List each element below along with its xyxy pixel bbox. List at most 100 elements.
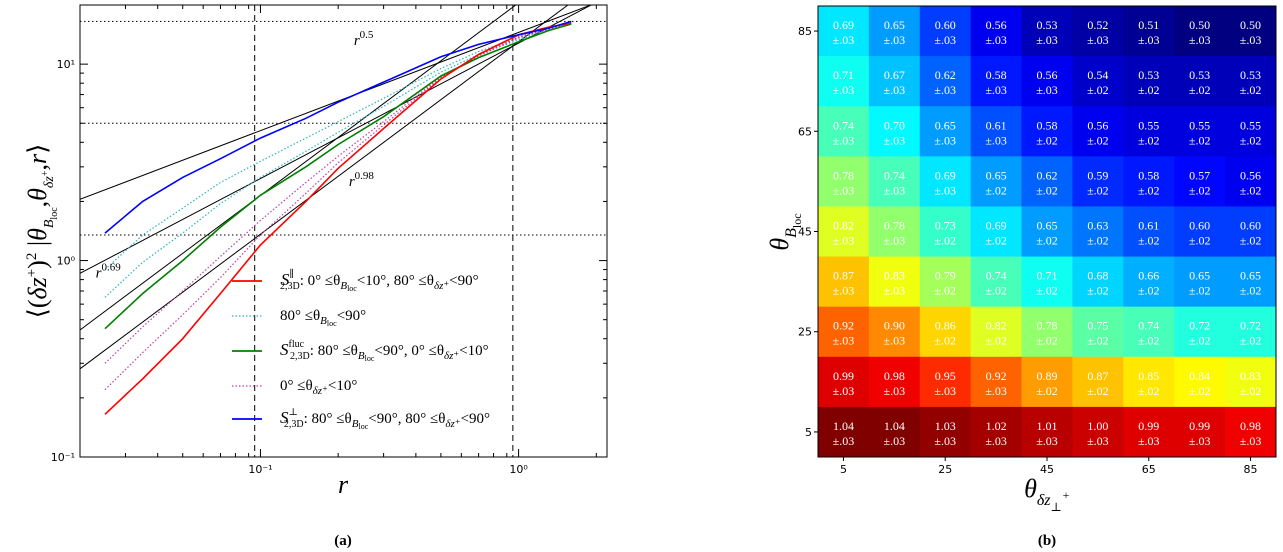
series-line-5 [104, 22, 572, 364]
cell-value: 0.65 [935, 118, 956, 132]
heatmap-cell [970, 106, 1023, 157]
cell-error: ±.03 [934, 33, 956, 47]
cell-error: ±.02 [1240, 183, 1262, 197]
cell-error: ±.03 [833, 183, 855, 197]
heatmap-cell [818, 106, 870, 157]
heatmap-cell [868, 406, 921, 458]
heatmap-y-tick-label: 45 [798, 226, 812, 239]
cell-value: 0.85 [1138, 369, 1159, 383]
cell-value: 1.02 [986, 419, 1007, 433]
cell-error: ±.03 [1240, 33, 1262, 47]
heatmap-cell [1225, 306, 1277, 358]
heatmap-cell [1123, 206, 1175, 258]
cell-error: ±.03 [884, 434, 906, 448]
cell-value: 0.75 [1087, 319, 1108, 333]
cell-error: ±.02 [1138, 284, 1160, 298]
cell-value: 0.69 [935, 168, 956, 182]
heatmap-cell [919, 306, 972, 358]
cell-value: 0.69 [833, 18, 854, 32]
cell-error: ±.02 [1087, 83, 1109, 97]
cell-error: ±.03 [934, 133, 956, 147]
cell-value: 0.82 [833, 219, 854, 233]
cell-value: 0.82 [986, 319, 1007, 333]
heatmap-cell [868, 156, 921, 207]
x-axis-label: r [338, 470, 349, 499]
cell-error: ±.02 [1036, 133, 1058, 147]
heatmap-cell [970, 6, 1023, 57]
heatmap-cell [868, 106, 921, 157]
cell-value: 0.99 [833, 369, 854, 383]
heatmap-cell [1072, 156, 1124, 207]
cell-value: 0.66 [1138, 269, 1159, 283]
svg-text:⟨(δz+)2 |θBloc,θδz+,r⟩: ⟨(δz+)2 |θBloc,θδz+,r⟩ [23, 144, 60, 319]
cell-error: ±.02 [1240, 284, 1262, 298]
cell-error: ±.02 [985, 183, 1007, 197]
series-line-2 [104, 20, 572, 234]
heatmap-cell [1072, 106, 1124, 157]
cell-value: 0.51 [1138, 18, 1159, 32]
heatmap-cell [1225, 406, 1277, 458]
panel-a-line-chart: 10⁻¹ 10⁰ 10⁻¹ 10⁰ 10¹ r0.5 r0.98 r0.69 S∥ 2,3D:… [23, 4, 608, 549]
cell-value: 0.60 [935, 18, 956, 32]
heatmap-cell [1072, 406, 1124, 458]
cell-value: 0.61 [986, 118, 1007, 132]
cell-value: 0.78 [833, 168, 854, 182]
cell-error: ±.03 [985, 83, 1007, 97]
heatmap-cell [1021, 206, 1073, 258]
cell-error: ±.03 [833, 133, 855, 147]
heatmap-cell [818, 6, 870, 57]
cell-value: 0.53 [1138, 68, 1159, 82]
heatmap-cell [1072, 6, 1124, 57]
cell-value: 0.89 [1037, 369, 1058, 383]
heatmap-cell [919, 6, 972, 57]
cell-value: 0.63 [1087, 219, 1108, 233]
heatmap-cell [970, 206, 1023, 258]
heatmap-cell [1174, 56, 1226, 107]
heatmap-cell [970, 156, 1023, 207]
heatmap-y-label: θBloc [765, 213, 804, 250]
cell-value: 0.79 [935, 269, 956, 283]
cell-value: 0.92 [986, 369, 1007, 383]
heatmap-cell [1021, 156, 1073, 207]
annotation-0: r0.5 [354, 29, 374, 49]
cell-value: 0.50 [1189, 18, 1210, 32]
heatmap-cell [970, 406, 1023, 458]
heatmap-cell [868, 6, 921, 57]
cell-value: 0.65 [1037, 219, 1058, 233]
heatmap-cell [868, 356, 921, 408]
heatmap-cell [1123, 406, 1175, 458]
annotation-1: r0.98 [349, 170, 375, 190]
heatmap-x-tick-label: 45 [1040, 463, 1054, 476]
legend-entry-1: 80° ≤θBloc<90° [280, 308, 366, 328]
cell-error: ±.03 [1240, 434, 1262, 448]
cell-error: ±.03 [833, 434, 855, 448]
heatmap-cell [919, 256, 972, 308]
cell-error: ±.03 [934, 434, 956, 448]
cell-value: 0.74 [1138, 319, 1159, 333]
cell-error: ±.03 [985, 33, 1007, 47]
cell-error: ±.02 [1189, 183, 1211, 197]
heatmap-y-tick-label: 65 [798, 125, 812, 138]
cell-value: 1.04 [884, 419, 905, 433]
cell-error: ±.03 [1189, 33, 1211, 47]
series-line-4 [104, 22, 572, 298]
heatmap-cell [1072, 206, 1124, 258]
legend: S∥ 2,3D: 0° ≤θBloc<10°, 80° ≤θδz⁺<90° 80° … [232, 268, 490, 431]
cell-error: ±.02 [1240, 234, 1262, 248]
cell-value: 0.65 [1189, 269, 1210, 283]
cell-error: ±.02 [1138, 234, 1160, 248]
heatmap-cell [1123, 106, 1175, 157]
heatmap-cell [919, 56, 972, 107]
cell-value: 0.99 [1189, 419, 1210, 433]
cell-error: ±.03 [1036, 83, 1058, 97]
cell-value: 0.58 [986, 68, 1007, 82]
cell-error: ±.03 [1138, 33, 1160, 47]
heatmap-cell [1225, 156, 1277, 207]
heatmap-cells: 0.69±.030.65±.030.60±.030.56±.030.53±.03… [818, 6, 1277, 458]
cell-error: ±.03 [884, 334, 906, 348]
heatmap-cell [868, 256, 921, 308]
cell-error: ±.02 [1189, 133, 1211, 147]
cell-value: 0.70 [884, 118, 905, 132]
cell-error: ±.02 [1087, 284, 1109, 298]
cell-value: 0.74 [884, 168, 905, 182]
